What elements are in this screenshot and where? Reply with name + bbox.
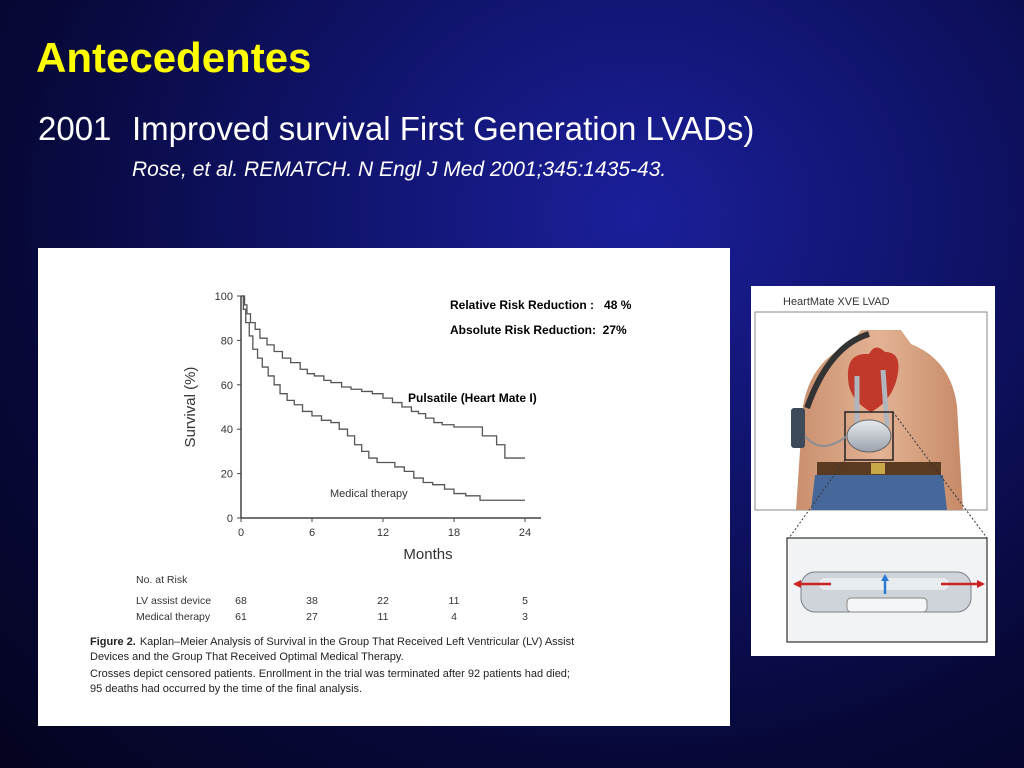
at-risk-value: 27 [306, 611, 318, 623]
caption-line-1: Figure 2. Kaplan–Meier Analysis of Surviv… [90, 636, 574, 648]
controller-icon [791, 408, 848, 448]
at-risk-row-label: LV assist device [136, 595, 211, 607]
subtitle-text: Improved survival First Generation LVADs… [132, 110, 755, 147]
caption-line-3: Crosses depict censored patients. Enroll… [90, 668, 570, 680]
device-title: HeartMate XVE LVAD [783, 296, 890, 308]
at-risk-value: 68 [235, 595, 247, 607]
y-tick-label: 80 [221, 335, 233, 347]
y-axis-label: Survival (%) [182, 367, 199, 448]
device-illustration-svg: HeartMate XVE LVAD [754, 296, 988, 643]
caption-label: Figure 2. [90, 636, 136, 648]
y-tick-label: 60 [221, 380, 233, 392]
x-tick-label: 0 [238, 527, 244, 539]
subtitle-year: 2001 [38, 110, 112, 147]
at-risk-value: 5 [522, 595, 528, 607]
stat-absolute-risk: Absolute Risk Reduction: 27% [450, 323, 627, 337]
slide-subtitle: 2001 Improved survival First Generation L… [38, 110, 754, 148]
slide-title: Antecedentes [36, 34, 312, 81]
device-curve-label: Pulsatile (Heart Mate I) [408, 391, 537, 405]
at-risk-header: No. at Risk [136, 574, 188, 586]
caption-line-4: 95 deaths had occurred by the time of th… [90, 683, 362, 695]
at-risk-value: 11 [378, 611, 389, 623]
at-risk-row-label: Medical therapy [136, 611, 211, 623]
x-tick-label: 12 [377, 527, 389, 539]
x-tick-label: 18 [448, 527, 460, 539]
caption-line-2: Devices and the Group That Received Opti… [90, 651, 404, 663]
y-tick-label: 20 [221, 469, 233, 481]
y-tick-label: 40 [221, 424, 233, 436]
torso-icon [796, 330, 963, 510]
pump-cross-section-icon [793, 571, 985, 613]
x-tick-label: 6 [309, 527, 315, 539]
kaplan-meier-figure: 0 20 40 60 80 100 0 6 12 18 24 Survival (%) Month… [38, 248, 730, 726]
zoom-line-left [788, 459, 846, 539]
stat-relative-risk: Relative Risk Reduction : 48 % [450, 298, 632, 312]
survival-curve-device [241, 295, 525, 459]
heartmate-device-illustration: HeartMate XVE LVAD [751, 286, 995, 656]
y-tick-label: 100 [215, 291, 233, 303]
at-risk-value: 3 [522, 611, 528, 623]
x-axis-label: Months [403, 546, 452, 563]
caption-line1-text: Kaplan–Meier Analysis of Survival in the… [140, 636, 574, 648]
at-risk-value: 22 [377, 595, 389, 607]
survival-curve-medical [241, 295, 525, 501]
medical-curve-label: Medical therapy [330, 488, 408, 500]
x-tick-label: 24 [519, 527, 531, 539]
citation: Rose, et al. REMATCH. N Engl J Med 2001;… [132, 158, 667, 181]
at-risk-value: 38 [306, 595, 318, 607]
km-chart-svg: 0 20 40 60 80 100 0 6 12 18 24 Survival (%) Month… [90, 291, 632, 695]
y-tick-label: 0 [227, 513, 233, 525]
at-risk-value: 61 [235, 611, 247, 623]
at-risk-value: 4 [451, 611, 457, 623]
at-risk-value: 11 [449, 595, 460, 607]
heart-icon [847, 347, 899, 427]
